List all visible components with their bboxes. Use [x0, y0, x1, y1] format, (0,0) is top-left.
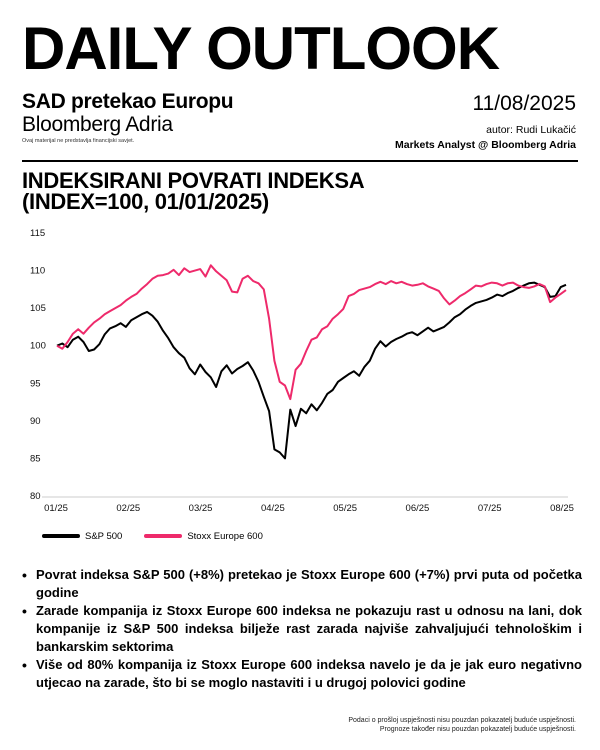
- y-axis-ticks: 80 85 90 95 100 105 110 115: [30, 228, 46, 502]
- chart-series: [56, 264, 567, 460]
- legend-label-stoxx600: Stoxx Europe 600: [187, 530, 263, 542]
- index-returns-chart: 80 85 90 95 100 105 110 115 01/25 02/25 03/25 04/2…: [30, 228, 574, 514]
- y-tick-label: 80: [30, 491, 41, 502]
- chart-title-line2: (INDEX=100, 01/01/2025): [22, 189, 269, 214]
- footer-disclaimer: Podaci o prošlој uspješnosti nisu pouzda…: [348, 716, 576, 734]
- publisher-name: Bloomberg Adria: [22, 113, 173, 136]
- footer-line: Prognoze također nisu pouzdan pokazatelj…: [379, 726, 576, 733]
- header-divider: [22, 160, 578, 162]
- legend-item-sp500: S&P 500: [42, 531, 122, 542]
- publication-date: 11/08/2025: [472, 92, 576, 115]
- legend-label-sp500: S&P 500: [85, 530, 123, 542]
- list-item: • Povrat indeksa S&P 500 (+8%) pretekao …: [22, 566, 582, 602]
- bullet-dot: •: [22, 657, 27, 673]
- y-tick-label: 95: [30, 378, 41, 389]
- legend-swatch-stoxx600: [144, 534, 183, 538]
- chart-title-line1: INDEKSIRANI POVRATI INDEKSA: [22, 168, 365, 193]
- list-item: • Zarade kompanija iz Stoxx Europe 600 i…: [22, 602, 582, 656]
- y-tick-label: 105: [30, 303, 46, 314]
- author-name: autor: Rudi Lukačić: [486, 124, 576, 136]
- x-tick-label: 05/25: [333, 503, 357, 514]
- bullet-dot: •: [22, 567, 27, 583]
- chart-legend: S&P 500 Stoxx Europe 600: [42, 527, 285, 545]
- y-tick-label: 90: [30, 416, 41, 427]
- x-tick-label: 08/25: [550, 503, 574, 514]
- chart-title: INDEKSIRANI POVRATI INDEKSA (INDEX=100, …: [22, 168, 365, 214]
- bullet-text: Povrat indeksa S&P 500 (+8%) pretekao je…: [36, 567, 582, 600]
- x-tick-label: 02/25: [116, 503, 140, 514]
- x-axis-ticks: 01/25 02/25 03/25 04/25 05/25 06/25 07/25 08/25: [44, 503, 574, 514]
- author-role: Markets Analyst @ Bloomberg Adria: [394, 139, 576, 151]
- bullet-dot: •: [22, 603, 27, 619]
- page-title: DAILY OUTLOOK: [22, 15, 500, 82]
- financial-disclaimer: Ovaj materijal ne predstavlja financijsk…: [22, 138, 135, 144]
- footer-line: Podaci o prošlој uspješnosti nisu pouzda…: [348, 717, 576, 724]
- x-tick-label: 04/25: [261, 503, 285, 514]
- bullet-text: Zarade kompanija iz Stoxx Europe 600 ind…: [36, 603, 582, 654]
- list-item: • Više od 80% kompanija iz Stoxx Europe …: [22, 656, 582, 692]
- x-tick-label: 07/25: [478, 503, 502, 514]
- series-line-stoxx600: [56, 264, 567, 401]
- key-points-list: • Povrat indeksa S&P 500 (+8%) pretekao …: [22, 566, 582, 692]
- y-tick-label: 85: [30, 453, 41, 464]
- legend-item-stoxx600: Stoxx Europe 600: [144, 531, 263, 542]
- page-subtitle: SAD pretekao Europu: [22, 90, 234, 113]
- x-tick-label: 01/25: [44, 503, 68, 514]
- y-tick-label: 110: [30, 266, 45, 277]
- y-tick-label: 115: [30, 228, 45, 239]
- y-tick-label: 100: [30, 341, 46, 352]
- series-line-sp500: [56, 281, 567, 460]
- x-tick-label: 03/25: [189, 503, 213, 514]
- legend-swatch-sp500: [42, 534, 80, 538]
- bullet-text: Više od 80% kompanija iz Stoxx Europe 60…: [36, 657, 582, 690]
- x-tick-label: 06/25: [406, 503, 430, 514]
